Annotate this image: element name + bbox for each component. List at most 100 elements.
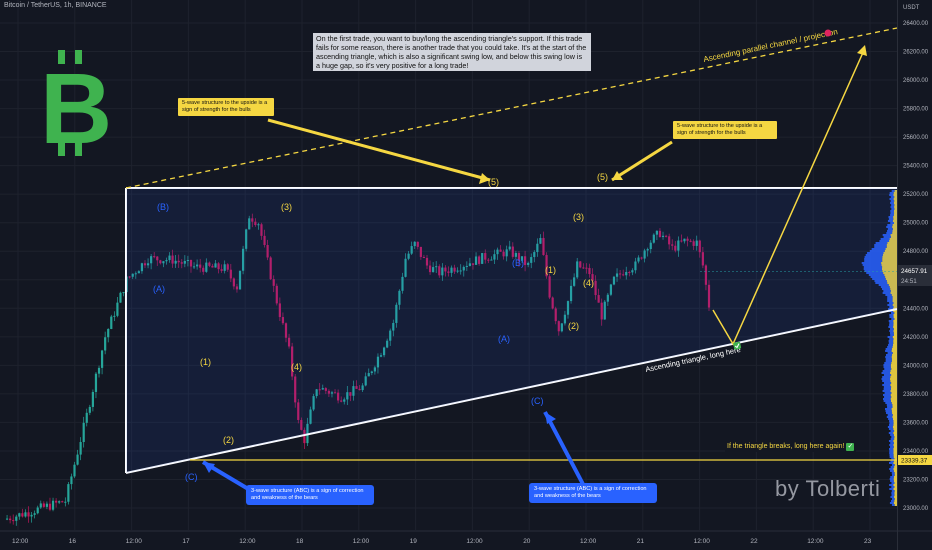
volume-bar [889,478,894,480]
candle-body [422,256,426,258]
volume-bar [889,338,894,340]
wave-label: (3) [573,212,584,222]
volume-bar [874,244,887,246]
volume-bar [882,394,891,396]
volume-bar [878,284,889,286]
volume-bar [884,396,892,398]
bull-right-arrowhead [612,171,623,180]
volume-bar [894,436,897,438]
volume-bar [894,458,897,460]
candle-body [134,273,137,275]
volume-profile [861,190,897,506]
volume-bar [891,318,895,320]
volume-bar [891,408,897,410]
volume-bar [890,370,897,372]
volume-bar [871,248,886,250]
volume-bar [883,382,892,384]
volume-bar [893,320,897,322]
volume-bar [893,316,897,318]
candle-body [337,392,340,401]
candle-body [94,373,98,392]
volume-bar [893,322,897,324]
candle-body [122,292,125,294]
candle-body [413,241,416,247]
candle-body [698,240,701,253]
candle-body [404,258,407,277]
volume-bar [882,390,891,392]
volume-bar [890,200,895,202]
candle-body [496,249,499,255]
price-axis[interactable]: 23000.00 23200.00 23400.00 23600.00 23800.00… [897,0,929,550]
volume-bar [893,194,897,196]
volume-bar [893,456,897,458]
candle-body [245,229,248,249]
volume-bar [889,240,897,242]
wave-label: (1) [545,265,556,275]
candle-body [143,263,147,266]
volume-bar [882,266,897,268]
candle-body [606,294,609,302]
price-tick-label: 23200.00 [903,477,929,483]
volume-bar [891,474,895,476]
volume-bar [893,330,897,332]
candle-body [294,376,297,403]
volume-bar [893,326,897,328]
volume-bar [893,448,897,450]
volume-bar [887,426,893,428]
candle-body [107,328,110,338]
candle-body [211,265,214,268]
volume-bar [891,386,897,388]
candle-body [511,246,514,257]
candle-body [241,248,245,271]
volume-bar [889,450,894,452]
candle-body [432,267,435,273]
volume-bar [885,402,892,404]
candle-body [205,262,208,272]
candle-body [159,260,162,264]
candle-body [208,262,211,266]
volume-bar [890,202,894,204]
price-tick-label: 23000.00 [903,506,929,512]
candle-body [582,267,585,269]
volume-bar [865,254,883,256]
candle-body [444,267,447,272]
volume-bar [890,380,897,382]
volume-bar [894,492,897,494]
volume-bar [893,334,897,336]
time-tick-label: 12:00 [239,538,256,545]
volume-bar [890,442,894,444]
volume-bar [891,204,895,206]
candle-body [51,500,55,510]
volume-bar [889,420,894,422]
volume-bar [893,216,897,218]
volume-bar [883,364,891,366]
candle-body [548,276,551,298]
bear-right-arrowhead [545,412,556,424]
price-tick-label: 23800.00 [903,392,929,398]
volume-bar [883,252,897,254]
volume-bar [893,440,897,442]
breaks-callout-text: If the triangle breaks, long here again! [727,443,845,450]
volume-bar [893,202,897,204]
volume-bar [889,286,897,288]
time-axis[interactable]: 12:00 16 12:00 17 12:00 18 12:00 19 12:00 20 12:00… [0,530,932,545]
candle-body [379,355,383,357]
volume-bar [893,314,897,316]
candle-body [612,276,616,285]
candle-body [58,501,61,503]
price-tick-label: 26400.00 [903,21,929,27]
candle-body [707,284,711,308]
volume-bar [887,228,893,230]
volume-bar [882,292,891,294]
candle-body [61,501,64,503]
candle-body [168,255,171,261]
candle-body [689,240,692,242]
svg-text:24:51: 24:51 [901,278,917,285]
price-tick-label: 26200.00 [903,50,929,56]
candle-body [349,392,352,396]
price-tick-label: 25000.00 [903,221,929,227]
volume-bar [890,288,897,290]
volume-bar [892,298,897,300]
